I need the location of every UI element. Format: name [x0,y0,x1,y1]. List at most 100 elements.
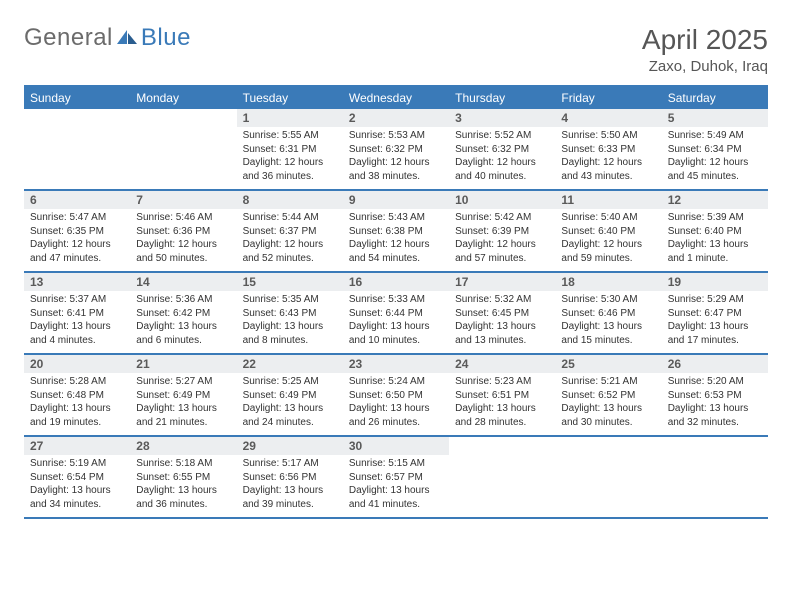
brand-word-1: General [24,24,113,52]
day-details: Sunrise: 5:15 AMSunset: 6:57 PMDaylight:… [343,455,449,517]
day-details: Sunrise: 5:49 AMSunset: 6:34 PMDaylight:… [662,127,768,189]
day-number: 20 [24,355,130,373]
calendar-day-cell: 29Sunrise: 5:17 AMSunset: 6:56 PMDayligh… [237,436,343,518]
day-number: 23 [343,355,449,373]
weekday-header: Tuesday [237,86,343,109]
day-number: 10 [449,191,555,209]
day-details: Sunrise: 5:19 AMSunset: 6:54 PMDaylight:… [24,455,130,517]
day-number: 6 [24,191,130,209]
calendar-day-cell: 14Sunrise: 5:36 AMSunset: 6:42 PMDayligh… [130,272,236,354]
weekday-header-row: Sunday Monday Tuesday Wednesday Thursday… [24,86,768,109]
day-details: Sunrise: 5:52 AMSunset: 6:32 PMDaylight:… [449,127,555,189]
sail-icon [115,28,139,48]
day-number: 18 [555,273,661,291]
day-number: 8 [237,191,343,209]
brand-logo: General Blue [24,24,191,52]
day-number: 29 [237,437,343,455]
day-number: 28 [130,437,236,455]
day-details: Sunrise: 5:32 AMSunset: 6:45 PMDaylight:… [449,291,555,353]
weekday-header: Thursday [449,86,555,109]
calendar-table: Sunday Monday Tuesday Wednesday Thursday… [24,85,768,519]
location-label: Zaxo, Duhok, Iraq [642,58,768,75]
day-number: 4 [555,109,661,127]
day-number: 9 [343,191,449,209]
calendar-week-row: 13Sunrise: 5:37 AMSunset: 6:41 PMDayligh… [24,272,768,354]
calendar-day-cell: 23Sunrise: 5:24 AMSunset: 6:50 PMDayligh… [343,354,449,436]
day-details: Sunrise: 5:43 AMSunset: 6:38 PMDaylight:… [343,209,449,271]
calendar-day-cell: 28Sunrise: 5:18 AMSunset: 6:55 PMDayligh… [130,436,236,518]
calendar-day-cell: 13Sunrise: 5:37 AMSunset: 6:41 PMDayligh… [24,272,130,354]
calendar-day-cell: 20Sunrise: 5:28 AMSunset: 6:48 PMDayligh… [24,354,130,436]
day-details: Sunrise: 5:18 AMSunset: 6:55 PMDaylight:… [130,455,236,517]
calendar-day-cell: .. [449,436,555,518]
weekday-header: Friday [555,86,661,109]
calendar-week-row: 27Sunrise: 5:19 AMSunset: 6:54 PMDayligh… [24,436,768,518]
day-number: 27 [24,437,130,455]
day-number: 14 [130,273,236,291]
day-details: Sunrise: 5:28 AMSunset: 6:48 PMDaylight:… [24,373,130,435]
title-block: April 2025 Zaxo, Duhok, Iraq [642,24,768,75]
day-number: 22 [237,355,343,373]
calendar-day-cell: 7Sunrise: 5:46 AMSunset: 6:36 PMDaylight… [130,190,236,272]
calendar-day-cell: 26Sunrise: 5:20 AMSunset: 6:53 PMDayligh… [662,354,768,436]
weekday-header: Wednesday [343,86,449,109]
day-details: Sunrise: 5:40 AMSunset: 6:40 PMDaylight:… [555,209,661,271]
day-details: Sunrise: 5:30 AMSunset: 6:46 PMDaylight:… [555,291,661,353]
calendar-day-cell: .. [24,109,130,190]
day-details: Sunrise: 5:42 AMSunset: 6:39 PMDaylight:… [449,209,555,271]
day-details: Sunrise: 5:39 AMSunset: 6:40 PMDaylight:… [662,209,768,271]
calendar-day-cell: 15Sunrise: 5:35 AMSunset: 6:43 PMDayligh… [237,272,343,354]
calendar-day-cell: 12Sunrise: 5:39 AMSunset: 6:40 PMDayligh… [662,190,768,272]
day-number: 21 [130,355,236,373]
day-number: 13 [24,273,130,291]
calendar-day-cell: 9Sunrise: 5:43 AMSunset: 6:38 PMDaylight… [343,190,449,272]
day-number: 17 [449,273,555,291]
day-number: 15 [237,273,343,291]
day-number: 3 [449,109,555,127]
day-details: Sunrise: 5:44 AMSunset: 6:37 PMDaylight:… [237,209,343,271]
day-number: 19 [662,273,768,291]
calendar-day-cell: 1Sunrise: 5:55 AMSunset: 6:31 PMDaylight… [237,109,343,190]
day-details: Sunrise: 5:37 AMSunset: 6:41 PMDaylight:… [24,291,130,353]
weekday-header: Monday [130,86,236,109]
page-header: General Blue April 2025 Zaxo, Duhok, Ira… [24,24,768,75]
calendar-day-cell: 10Sunrise: 5:42 AMSunset: 6:39 PMDayligh… [449,190,555,272]
day-details: Sunrise: 5:35 AMSunset: 6:43 PMDaylight:… [237,291,343,353]
day-number: 12 [662,191,768,209]
calendar-day-cell: 21Sunrise: 5:27 AMSunset: 6:49 PMDayligh… [130,354,236,436]
day-details: Sunrise: 5:33 AMSunset: 6:44 PMDaylight:… [343,291,449,353]
month-title: April 2025 [642,24,768,56]
calendar-day-cell: 18Sunrise: 5:30 AMSunset: 6:46 PMDayligh… [555,272,661,354]
calendar-day-cell: 5Sunrise: 5:49 AMSunset: 6:34 PMDaylight… [662,109,768,190]
calendar-day-cell: 4Sunrise: 5:50 AMSunset: 6:33 PMDaylight… [555,109,661,190]
day-details: Sunrise: 5:25 AMSunset: 6:49 PMDaylight:… [237,373,343,435]
day-details: Sunrise: 5:55 AMSunset: 6:31 PMDaylight:… [237,127,343,189]
day-number: 11 [555,191,661,209]
day-details: Sunrise: 5:23 AMSunset: 6:51 PMDaylight:… [449,373,555,435]
calendar-week-row: 6Sunrise: 5:47 AMSunset: 6:35 PMDaylight… [24,190,768,272]
day-details: Sunrise: 5:46 AMSunset: 6:36 PMDaylight:… [130,209,236,271]
weekday-header: Saturday [662,86,768,109]
calendar-day-cell: 2Sunrise: 5:53 AMSunset: 6:32 PMDaylight… [343,109,449,190]
calendar-day-cell: 11Sunrise: 5:40 AMSunset: 6:40 PMDayligh… [555,190,661,272]
day-details: Sunrise: 5:24 AMSunset: 6:50 PMDaylight:… [343,373,449,435]
day-number: 16 [343,273,449,291]
brand-word-2: Blue [141,24,191,52]
day-number: 26 [662,355,768,373]
calendar-day-cell: 17Sunrise: 5:32 AMSunset: 6:45 PMDayligh… [449,272,555,354]
day-details: Sunrise: 5:27 AMSunset: 6:49 PMDaylight:… [130,373,236,435]
calendar-day-cell: 19Sunrise: 5:29 AMSunset: 6:47 PMDayligh… [662,272,768,354]
calendar-week-row: ....1Sunrise: 5:55 AMSunset: 6:31 PMDayl… [24,109,768,190]
day-number: 30 [343,437,449,455]
calendar-day-cell: 8Sunrise: 5:44 AMSunset: 6:37 PMDaylight… [237,190,343,272]
day-details: Sunrise: 5:36 AMSunset: 6:42 PMDaylight:… [130,291,236,353]
weekday-header: Sunday [24,86,130,109]
calendar-day-cell: 16Sunrise: 5:33 AMSunset: 6:44 PMDayligh… [343,272,449,354]
calendar-day-cell: 30Sunrise: 5:15 AMSunset: 6:57 PMDayligh… [343,436,449,518]
calendar-day-cell: 6Sunrise: 5:47 AMSunset: 6:35 PMDaylight… [24,190,130,272]
day-details: Sunrise: 5:47 AMSunset: 6:35 PMDaylight:… [24,209,130,271]
calendar-week-row: 20Sunrise: 5:28 AMSunset: 6:48 PMDayligh… [24,354,768,436]
day-details: Sunrise: 5:17 AMSunset: 6:56 PMDaylight:… [237,455,343,517]
calendar-day-cell: 3Sunrise: 5:52 AMSunset: 6:32 PMDaylight… [449,109,555,190]
day-details: Sunrise: 5:50 AMSunset: 6:33 PMDaylight:… [555,127,661,189]
